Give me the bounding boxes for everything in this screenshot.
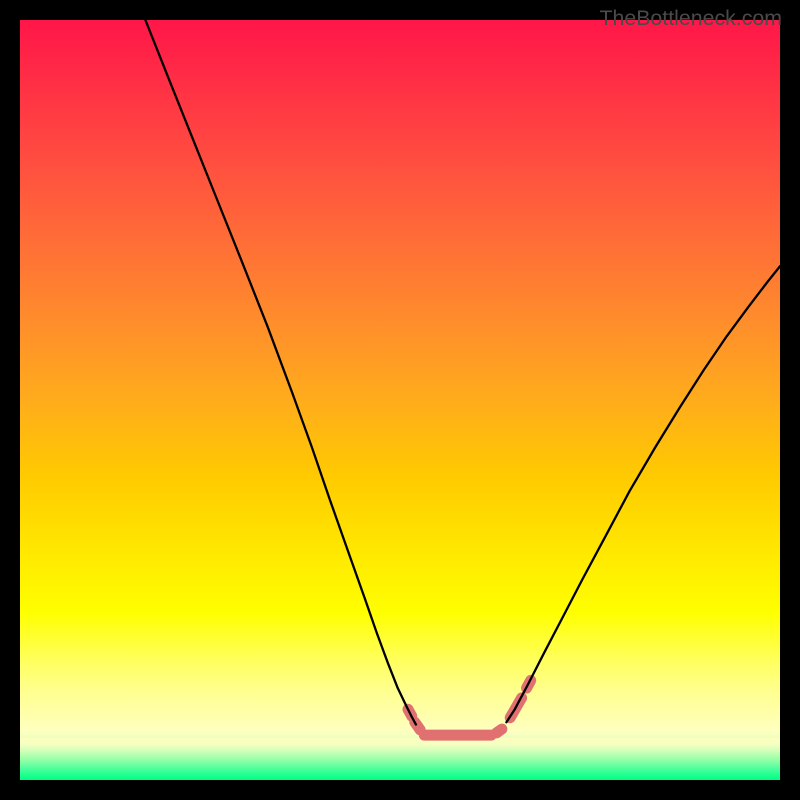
chart-stage: TheBottleneck.com — [0, 0, 800, 800]
curve-left-branch — [145, 20, 416, 725]
dashed-bottom-segments — [408, 680, 531, 735]
watermark-text: TheBottleneck.com — [599, 6, 782, 31]
dash-segment — [497, 729, 502, 733]
plot-area — [20, 20, 780, 780]
curve-right-branch — [506, 266, 780, 722]
curve-layer — [20, 20, 780, 780]
